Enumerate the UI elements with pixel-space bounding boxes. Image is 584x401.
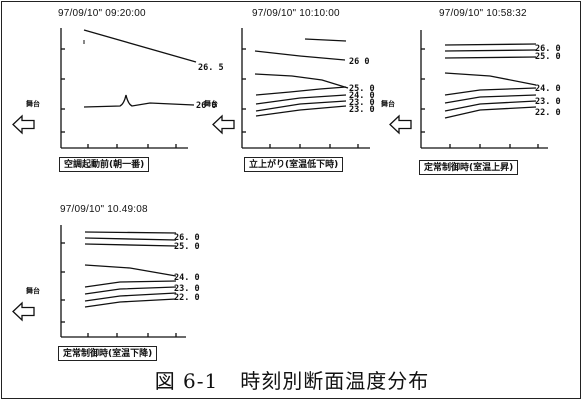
- contour-label: 25. 0: [349, 84, 375, 94]
- arrow-icon: [212, 114, 235, 135]
- stage-label: 舞台: [204, 100, 218, 108]
- arrow-icon: [389, 114, 412, 135]
- panel-timestamp: 97/09/10" 09:20:00: [58, 8, 146, 19]
- contour-label: 23. 0: [174, 284, 200, 294]
- contour-label: 26. 0: [174, 233, 200, 243]
- contour-label: 26. 5: [198, 63, 224, 73]
- contour-label: 22. 0: [535, 108, 561, 118]
- contour-label: 24. 0: [535, 84, 561, 94]
- panel-caption: 定常制御時(室温上昇): [419, 160, 519, 175]
- contour-label: 22. 0: [174, 293, 200, 303]
- contour-label: 26. 0: [535, 44, 561, 54]
- arrow-icon: [12, 114, 35, 135]
- panel-timestamp: 97/09/10" 10.49:08: [60, 204, 148, 215]
- contour-label: 24. 0: [174, 273, 200, 283]
- figure-caption: 図 6-1 時刻別断面温度分布: [0, 365, 584, 394]
- contour-label: 23. 0: [535, 97, 561, 107]
- contour-label: 26 0: [196, 101, 216, 111]
- panel-timestamp: 97/09/10" 10:10:00: [252, 8, 340, 19]
- panel-caption: 定常制御時(室温下降): [58, 346, 158, 361]
- panel-caption: 立上がり(室温低下時): [244, 157, 344, 172]
- figure-title: 時刻別断面温度分布: [240, 369, 430, 393]
- figure-number: 図 6-1: [154, 369, 219, 393]
- contour-label: 24. 0: [349, 91, 375, 101]
- contour-label: 25. 0: [535, 52, 561, 62]
- stage-label: 舞台: [381, 100, 395, 108]
- panel-caption: 空調起動前(朝一番): [59, 157, 150, 172]
- contour-label: 25. 0: [174, 242, 200, 252]
- panel-timestamp: 97/09/10" 10:58:32: [439, 8, 527, 19]
- contour-label: 23. 0: [349, 98, 375, 108]
- contour-label: 23. 0: [349, 105, 375, 115]
- contour-label: 26 0: [349, 57, 369, 67]
- stage-label: 舞台: [26, 100, 40, 108]
- stage-label: 舞台: [26, 287, 40, 295]
- arrow-icon: [12, 301, 35, 322]
